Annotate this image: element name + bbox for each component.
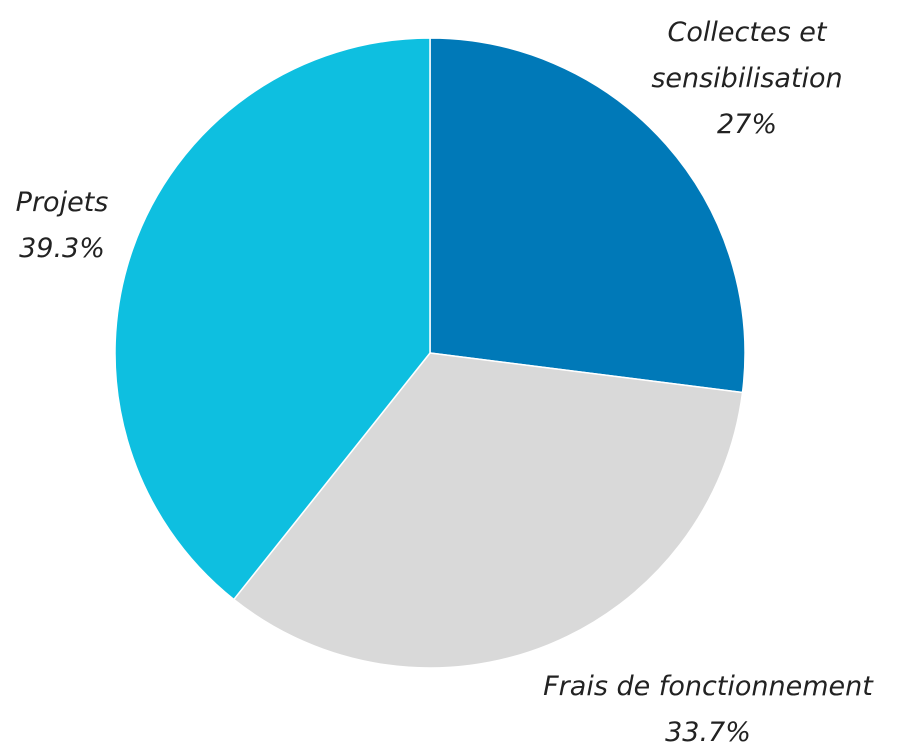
category-label: Collectes et sensibilisation <box>651 17 843 94</box>
slice-label: Projets 39.3% <box>16 180 109 272</box>
slice-label: Frais de fonctionnement 33.7% <box>543 664 873 756</box>
pie-slice <box>114 37 431 601</box>
value-label: 39.3% <box>19 233 105 264</box>
pie-slice <box>232 352 744 669</box>
value-label: 27% <box>716 109 777 140</box>
value-label: 33.7% <box>665 717 751 748</box>
category-label: Frais de fonctionnement <box>543 671 873 702</box>
pie-slice <box>429 37 746 394</box>
category-label: Projets <box>15 187 109 218</box>
slice-label: Collectes et sensibilisation 27% <box>627 10 867 148</box>
